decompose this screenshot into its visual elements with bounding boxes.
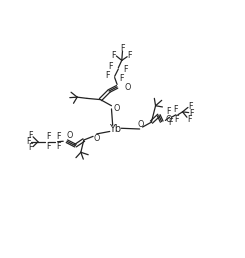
Text: F: F xyxy=(47,132,51,141)
Text: F: F xyxy=(127,52,131,60)
Text: O: O xyxy=(138,120,144,129)
Text: F: F xyxy=(47,142,51,151)
Text: F: F xyxy=(28,131,33,140)
Text: F: F xyxy=(123,65,127,74)
Text: F: F xyxy=(188,115,192,124)
Text: F: F xyxy=(121,44,125,53)
Text: F: F xyxy=(168,118,172,127)
Text: F: F xyxy=(188,102,193,111)
Text: F: F xyxy=(28,143,33,152)
Text: F: F xyxy=(112,51,116,60)
Text: F: F xyxy=(173,105,177,114)
Text: O: O xyxy=(166,115,172,124)
Text: F: F xyxy=(190,109,194,118)
Text: F: F xyxy=(109,62,113,71)
Text: F: F xyxy=(26,137,30,146)
Text: F: F xyxy=(119,74,124,83)
Text: F: F xyxy=(56,132,61,141)
Text: O: O xyxy=(93,134,99,143)
Text: O: O xyxy=(66,131,73,140)
Text: O: O xyxy=(124,83,131,92)
Text: F: F xyxy=(56,142,61,151)
Text: F: F xyxy=(167,107,171,116)
Text: F: F xyxy=(174,115,179,124)
Text: Yb: Yb xyxy=(109,124,121,134)
Text: F: F xyxy=(105,71,110,80)
Text: O: O xyxy=(114,104,120,113)
